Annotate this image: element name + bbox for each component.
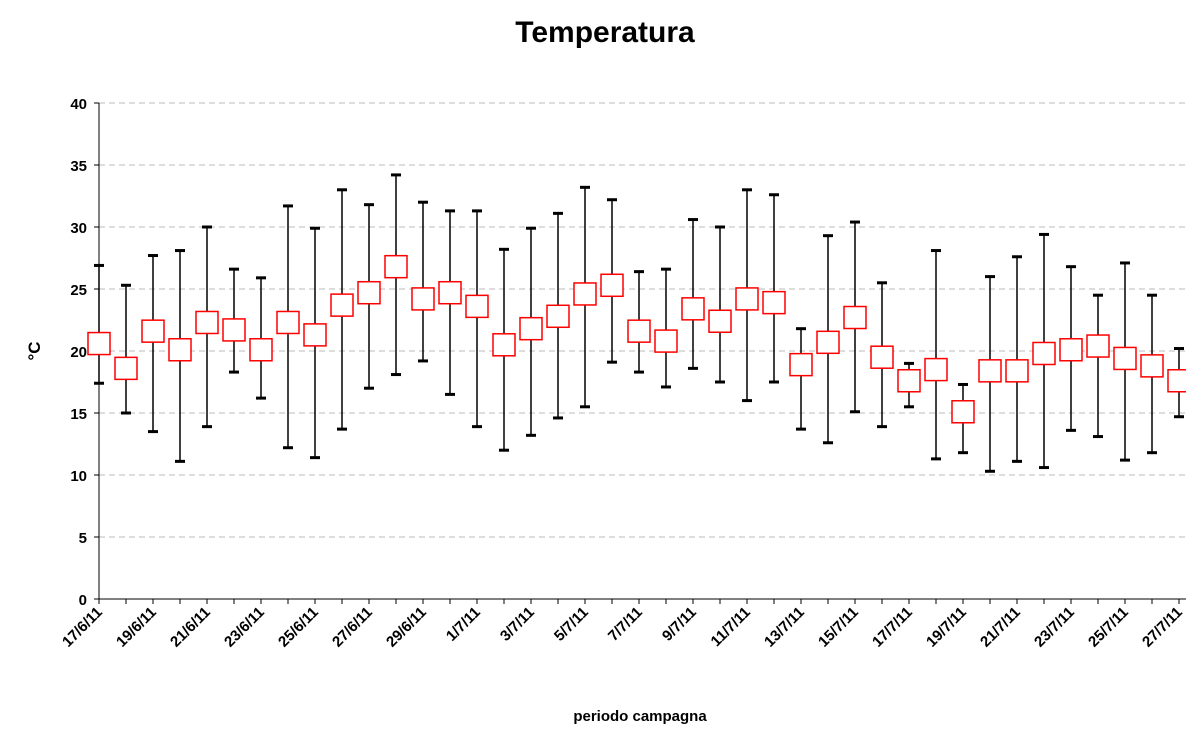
x-tick-label: 9/7/11 [659, 604, 700, 645]
mean-marker [816, 330, 840, 355]
y-axis-label: °C [25, 341, 44, 360]
mean-marker [222, 318, 246, 342]
x-axis-label: periodo campagna [573, 708, 707, 725]
x-tick-label: 21/7/11 [977, 604, 1024, 651]
x-tick-label: 25/6/11 [275, 604, 322, 651]
y-tick-label: 0 [79, 592, 87, 609]
mean-marker [708, 309, 732, 333]
mean-marker [1086, 334, 1110, 358]
y-tick-label: 35 [70, 158, 87, 175]
mean-marker [519, 316, 543, 341]
x-tick-label: 7/7/11 [605, 604, 646, 645]
x-tick-label: 15/7/11 [815, 604, 862, 651]
x-tick-label: 23/6/11 [221, 604, 268, 651]
mean-marker [654, 329, 678, 353]
mean-marker [1005, 359, 1029, 383]
x-tick-label: 21/6/11 [167, 604, 214, 651]
x-tick-label: 17/7/11 [869, 604, 916, 651]
mean-marker [951, 400, 975, 424]
x-tick-label: 19/7/11 [923, 604, 970, 651]
y-tick-label: 10 [70, 468, 87, 485]
y-tick-label: 25 [70, 282, 87, 299]
mean-marker [492, 333, 516, 357]
mean-marker [1113, 346, 1137, 371]
x-tick-label: 1/7/11 [443, 604, 484, 645]
x-tick-label: 3/7/11 [497, 604, 538, 645]
mean-marker [1167, 369, 1186, 393]
x-tick-label: 29/6/11 [383, 604, 430, 651]
x-tick-label: 17/6/11 [59, 604, 106, 651]
mean-marker [573, 282, 597, 306]
mean-marker [546, 304, 570, 329]
x-tick-label: 25/7/11 [1085, 604, 1132, 651]
x-tick-label: 27/7/11 [1139, 604, 1186, 651]
x-tick-label: 11/7/11 [708, 604, 754, 650]
mean-marker [1059, 338, 1083, 362]
mean-marker [735, 287, 759, 311]
mean-marker [330, 293, 354, 317]
mean-marker [1140, 354, 1164, 378]
mean-marker [384, 254, 408, 279]
mean-marker [762, 290, 786, 315]
y-tick-label: 20 [70, 344, 87, 361]
mean-marker [438, 280, 462, 305]
y-tick-label: 5 [79, 530, 87, 547]
mean-marker [789, 352, 813, 377]
mean-marker [465, 294, 489, 319]
mean-marker [87, 331, 111, 356]
mean-marker [411, 287, 435, 311]
mean-marker [978, 359, 1002, 383]
y-tick-label: 40 [70, 96, 87, 113]
x-tick-label: 23/7/11 [1031, 604, 1078, 651]
mean-marker [681, 297, 705, 321]
y-tick-label: 15 [70, 406, 87, 423]
mean-marker [1032, 341, 1056, 366]
mean-marker [870, 345, 894, 369]
mean-marker [168, 338, 192, 362]
x-tick-label: 5/7/11 [551, 604, 592, 645]
mean-marker [924, 357, 948, 382]
mean-marker [195, 310, 219, 335]
mean-marker [600, 273, 624, 298]
mean-marker [897, 369, 921, 393]
mean-marker [303, 323, 327, 347]
mean-marker [843, 305, 867, 330]
mean-marker [141, 319, 165, 343]
y-tick-label: 30 [70, 220, 87, 237]
mean-marker [276, 310, 300, 335]
mean-marker [357, 280, 381, 305]
mean-marker [114, 356, 138, 381]
mean-marker [249, 338, 273, 362]
mean-marker [627, 319, 651, 343]
x-tick-label: 19/6/11 [113, 604, 160, 651]
x-tick-label: 13/7/11 [761, 604, 808, 651]
chart-title: Temperatura [515, 16, 695, 49]
x-tick-label: 27/6/11 [329, 604, 376, 651]
